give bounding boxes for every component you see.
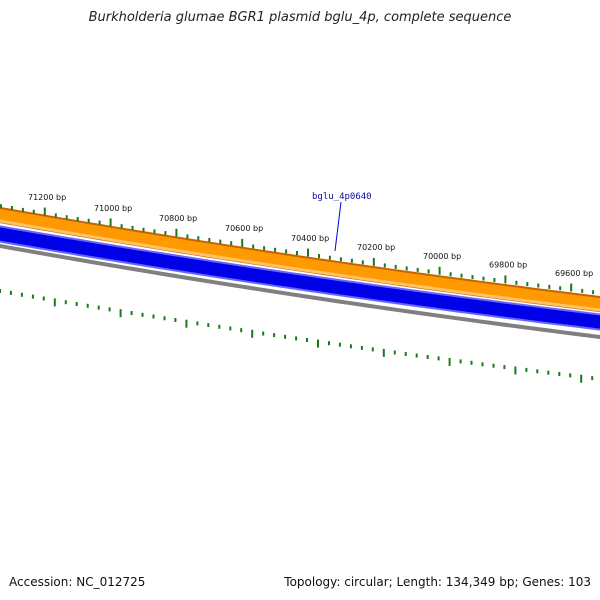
map-title: Burkholderia glumae BGR1 plasmid bglu_4p…	[88, 10, 512, 25]
position-label: 71000 bp	[94, 204, 132, 213]
position-label: 70600 bp	[225, 224, 263, 233]
gene-label[interactable]: bglu_4p0640	[312, 192, 372, 202]
upper-tick-ruler	[0, 204, 595, 295]
position-label: 70800 bp	[159, 214, 197, 223]
gene-pointer-line	[334, 201, 342, 252]
reverse-strand-band	[0, 227, 600, 329]
backbone-track	[0, 243, 600, 340]
position-label: 70000 bp	[423, 252, 461, 261]
position-label: 71200 bp	[28, 193, 66, 202]
position-label: 69800 bp	[489, 261, 527, 270]
forward-strand-band	[0, 208, 600, 311]
position-label: 69600 bp	[555, 269, 593, 278]
lower-tick-ruler	[0, 289, 594, 383]
accession-label: Accession: NC_012725	[9, 575, 146, 589]
forward-strand-highlight	[0, 219, 600, 312]
position-label: 70200 bp	[357, 243, 395, 252]
track-group	[0, 206, 600, 340]
position-label: 70400 bp	[291, 234, 329, 243]
gene-marker[interactable]: bglu_4p0640	[312, 192, 372, 252]
summary-label: Topology: circular; Length: 134,349 bp; …	[284, 575, 591, 589]
position-labels: 71200 bp 71000 bp 70800 bp 70600 bp 70400 bp…	[28, 193, 593, 278]
